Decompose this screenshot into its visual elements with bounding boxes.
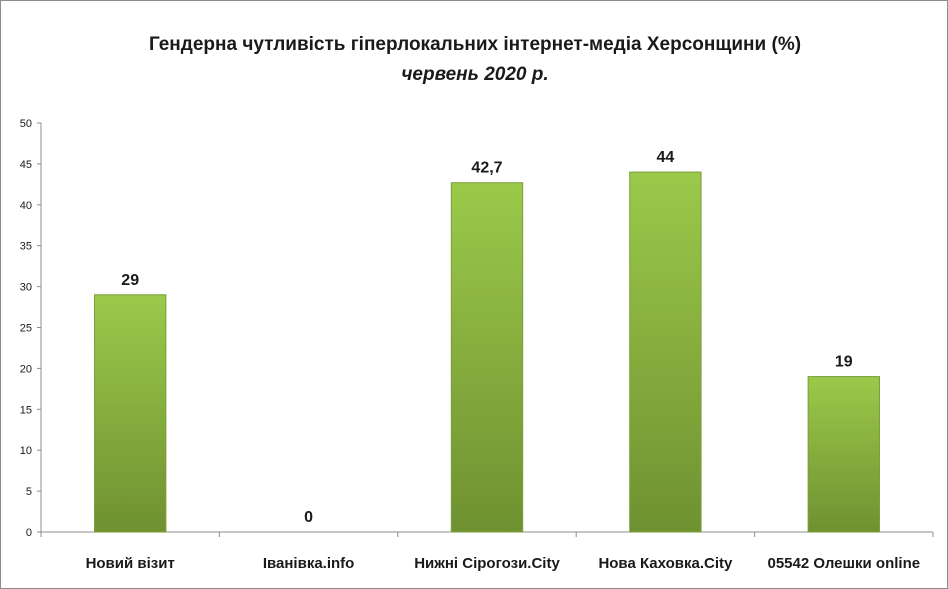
y-tick-label: 20 (20, 363, 32, 375)
y-tick-label: 35 (20, 241, 32, 253)
bars-group: 29 0 42,7 44 19 (94, 149, 880, 533)
data-label: 0 (304, 509, 313, 526)
bar (450, 182, 524, 533)
y-tick-label: 10 (20, 445, 32, 457)
y-tick-label: 5 (26, 486, 32, 498)
bar (94, 294, 167, 533)
x-category-label: Нижні Сірогози.City (414, 555, 560, 572)
y-tick-label: 50 (20, 118, 32, 130)
y-tick-label: 25 (20, 323, 32, 335)
data-label: 42,7 (471, 160, 502, 177)
y-tick-label: 45 (20, 159, 32, 171)
x-category-label: 05542 Олешки online (768, 555, 921, 572)
x-category-label: Нова Каховка.City (598, 555, 733, 572)
bar (807, 376, 880, 533)
axes: 0 5 10 15 20 25 30 35 40 45 50 Новий візит Іванівка.… (20, 118, 934, 572)
x-category-label: Новий візит (86, 555, 175, 572)
y-tick-label: 0 (26, 527, 32, 539)
chart-title: Гендерна чутливість гіперлокальних інтер… (149, 34, 801, 55)
y-tick-label: 40 (20, 200, 32, 212)
chart-subtitle: червень 2020 р. (401, 64, 548, 85)
y-tick-label: 30 (20, 282, 32, 294)
data-label: 19 (835, 354, 853, 371)
data-label: 44 (657, 149, 675, 166)
x-category-label: Іванівка.info (263, 555, 355, 572)
y-tick-label: 15 (20, 404, 32, 416)
bar (629, 171, 702, 533)
data-label: 29 (121, 272, 139, 289)
